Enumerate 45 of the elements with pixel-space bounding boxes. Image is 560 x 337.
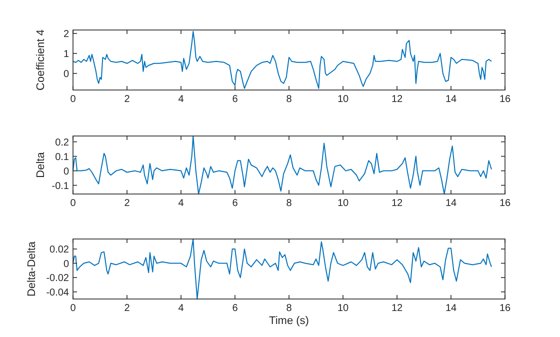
x-tick-label: 8 [286, 303, 292, 314]
x-tick-label: 14 [445, 198, 457, 209]
y-tick-label: -0.1 [52, 180, 70, 192]
y-axis-title: Delta-Delta [26, 240, 38, 297]
x-tick-label: 0 [70, 94, 76, 105]
x-tick-label: 14 [445, 303, 457, 314]
x-tick-label: 6 [232, 303, 238, 314]
x-tick-label: 10 [337, 198, 349, 209]
y-tick-label: 0.1 [55, 152, 70, 163]
x-tick-label: 12 [391, 198, 403, 209]
x-tick-label: 16 [499, 303, 511, 314]
x-tick-label: 0 [70, 303, 76, 314]
y-tick-label: 0 [63, 258, 70, 270]
x-tick-label: 10 [337, 94, 349, 105]
x-tick-label: 14 [445, 94, 457, 105]
y-tick-label: 0 [63, 166, 70, 178]
y-axis-title: Coefficient 4 [35, 30, 47, 90]
x-tick-label: 4 [178, 198, 184, 209]
line-series [72, 238, 492, 300]
y-tick-label: -0.02 [46, 273, 70, 284]
line-series [72, 30, 492, 89]
x-axis-title: Time (s) [269, 315, 309, 327]
x-tick-label: 2 [124, 198, 130, 209]
x-tick-label: 6 [232, 198, 238, 209]
x-tick-label: 12 [391, 94, 403, 105]
x-tick-label: 8 [286, 94, 292, 105]
x-tick-label: 2 [124, 303, 130, 314]
x-tick-label: 0 [70, 198, 76, 209]
y-tick-label: 2 [63, 28, 70, 40]
x-tick-label: 2 [124, 94, 130, 105]
x-tick-label: 4 [178, 303, 184, 314]
x-tick-label: 8 [286, 198, 292, 209]
x-tick-label: 12 [391, 303, 403, 314]
line-series [72, 136, 492, 194]
x-tick-label: 10 [337, 303, 349, 314]
x-tick-label: 16 [499, 198, 511, 209]
y-tick-label: 1 [63, 48, 70, 60]
y-tick-label: 0 [63, 68, 70, 80]
y-tick-label: 0.02 [50, 244, 70, 256]
x-tick-label: 16 [499, 94, 511, 105]
x-tick-label: 4 [178, 94, 184, 105]
y-tick-label: 0.2 [55, 137, 70, 148]
y-tick-label: -0.04 [46, 287, 70, 298]
x-tick-label: 6 [232, 94, 238, 105]
y-axis-title: Delta [35, 151, 47, 178]
